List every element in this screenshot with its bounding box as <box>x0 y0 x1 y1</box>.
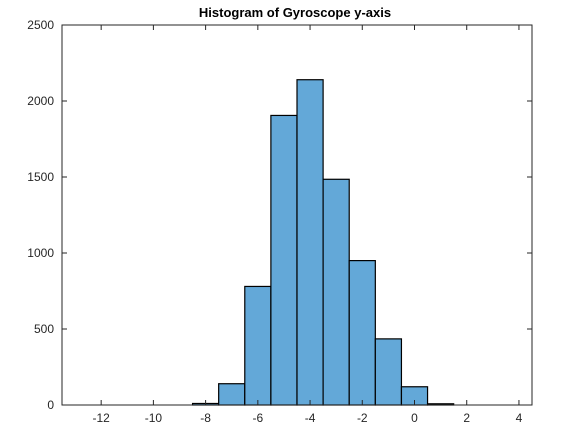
histogram-bar <box>296 79 324 406</box>
histogram-bar <box>374 338 403 406</box>
x-tick-label: -10 <box>145 411 163 425</box>
histogram-bar <box>244 285 272 406</box>
plot-box <box>61 24 533 406</box>
histogram-bar <box>270 114 298 406</box>
x-tick-label: 2 <box>463 411 470 425</box>
x-tick-label: -12 <box>92 411 110 425</box>
y-tick-label: 1500 <box>27 170 54 184</box>
x-tick-label: -2 <box>357 411 368 425</box>
y-tick-label: 0 <box>47 398 54 412</box>
x-tick-label: -6 <box>252 411 263 425</box>
bars-group <box>191 79 455 406</box>
y-tick-label: 2500 <box>27 18 54 32</box>
x-tick-label: 0 <box>411 411 418 425</box>
histogram-bar <box>218 383 246 406</box>
histogram-bar <box>348 260 376 406</box>
axes-group: -12 -10 -8 -6 -4 -2 0 2 4 0 500 1000 1500 2000 2500 <box>27 18 533 425</box>
histogram-bar <box>322 178 350 406</box>
x-tick-label: 4 <box>516 411 523 425</box>
chart-title: Histogram of Gyroscope y-axis <box>199 5 391 20</box>
x-tick-label: -4 <box>305 411 316 425</box>
y-tick-label: 500 <box>34 322 54 336</box>
y-tick-label: 2000 <box>27 94 54 108</box>
x-tick-label: -8 <box>200 411 211 425</box>
y-tick-label: 1000 <box>27 246 54 260</box>
